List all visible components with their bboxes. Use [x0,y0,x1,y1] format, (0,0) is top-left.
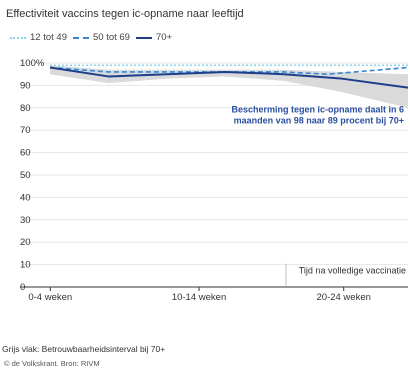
legend-item: 70+ [135,32,173,43]
x-tick-label: 0-4 weken [28,292,72,303]
legend: 12 tot 49 50 tot 69 70+ [10,32,178,43]
page-title: Effectiviteit vaccins tegen ic-opname na… [6,8,244,20]
y-tick-label: 100% [20,58,45,69]
y-tick-label: 30 [20,215,31,226]
legend-swatch [10,36,26,39]
y-tick-label: 80 [20,103,31,114]
y-tick-label: 70 [20,125,31,136]
legend-item: 50 tot 69 [72,32,130,43]
legend-label: 12 tot 49 [30,32,67,43]
x-tick-label: 20-24 weken [317,292,371,303]
y-tick-label: 10 [20,260,31,271]
annotation-line: maanden van 98 naar 89 procent bij 70+ [234,115,404,125]
x-tick-label: 10-14 weken [172,292,226,303]
series-line-2 [49,66,409,89]
annotation-line: Bescherming tegen ic-opname daalt in 6 [231,104,404,114]
y-tick-label: 60 [20,148,31,159]
footnote: Grijs vlak: Betrouwbaarheidsinterval bij… [2,344,166,354]
x-axis-annotation: Tijd na volledige vaccinatie [299,266,406,276]
legend-swatch [72,36,89,39]
legend-label: 50 tot 69 [92,32,130,43]
series-line-1 [49,66,409,76]
y-tick-label: 50 [20,170,31,181]
legend-label: 70+ [155,32,173,43]
y-tick-label: 40 [20,192,31,203]
legend-swatch [135,36,152,39]
legend-item: 12 tot 49 [10,32,67,43]
y-tick-label: 90 [20,80,31,91]
y-tick-label: 20 [20,237,31,248]
source-credit: © de Volkskrant. Bron: RIVM [4,359,100,368]
